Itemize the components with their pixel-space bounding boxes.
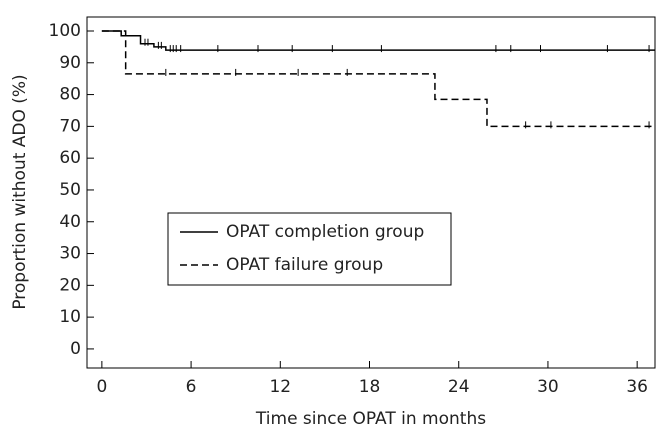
y-tick-label: 100 [49,21,81,41]
km-curve [101,30,655,51]
y-tick-label: 50 [59,180,81,200]
km-curve [101,30,655,128]
y-axis-title: Proportion without ADO (%) [10,74,30,309]
y-tick-label: 20 [59,275,81,295]
y-tick-label: 70 [59,116,81,136]
y-tick-label: 40 [59,212,81,232]
legend-label: OPAT completion group [226,222,424,242]
x-tick-label: 24 [448,377,470,397]
y-tick-label: 10 [59,307,81,327]
plot-frame [86,16,656,369]
legend-label: OPAT failure group [226,255,383,275]
x-tick-label: 30 [537,377,559,397]
y-tick-label: 30 [59,244,81,264]
x-tick-label: 18 [359,377,381,397]
y-tick-label: 60 [59,148,81,168]
y-tick-label: 80 [59,85,81,105]
y-tick-label: 0 [70,339,81,359]
x-tick-label: 0 [96,377,107,397]
y-tick-label: 90 [59,53,81,73]
legend-box [167,212,452,286]
x-tick-label: 6 [186,377,197,397]
x-tick-label: 12 [269,377,291,397]
x-tick-label: 36 [626,377,648,397]
x-axis-title: Time since OPAT in months [255,409,486,429]
